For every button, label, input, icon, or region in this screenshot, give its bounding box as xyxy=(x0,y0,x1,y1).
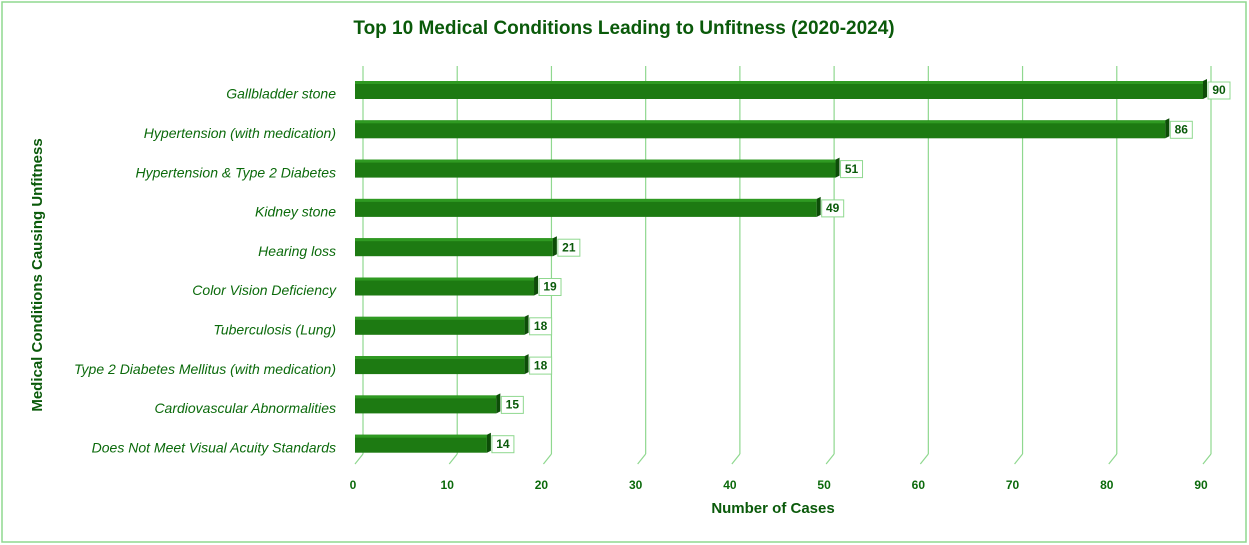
y-tick-label: Hypertension & Type 2 Diabetes xyxy=(135,164,336,180)
bar xyxy=(355,277,535,296)
value-label: 19 xyxy=(543,280,557,294)
value-label: 18 xyxy=(534,358,548,372)
x-tick-label: 30 xyxy=(629,478,643,492)
x-tick-label: 0 xyxy=(350,478,357,492)
y-tick-label: Does Not Meet Visual Acuity Standards xyxy=(92,439,336,455)
chart-title: Top 10 Medical Conditions Leading to Unf… xyxy=(353,18,894,39)
bar xyxy=(355,395,497,414)
grid-line-base xyxy=(1202,453,1212,465)
value-label-box xyxy=(840,160,864,179)
bar xyxy=(355,316,525,335)
bar-end xyxy=(835,157,840,178)
bar-end xyxy=(534,275,539,296)
value-label: 51 xyxy=(845,162,859,176)
value-label: 18 xyxy=(534,319,548,333)
x-tick-label: 90 xyxy=(1194,478,1208,492)
grid-line-base xyxy=(731,453,741,465)
bar-highlight xyxy=(355,120,1166,124)
bar-highlight xyxy=(355,238,553,242)
bar-end xyxy=(816,196,821,217)
y-tick-label: Hypertension (with medication) xyxy=(144,125,336,141)
value-label-box xyxy=(538,278,562,296)
x-tick-label: 20 xyxy=(535,478,549,492)
bar xyxy=(355,159,836,178)
bar-end xyxy=(496,393,501,414)
value-label-box xyxy=(1169,120,1193,139)
value-label-box xyxy=(500,395,524,414)
bar-highlight xyxy=(355,198,817,202)
x-tick-label: 40 xyxy=(723,478,737,492)
bar-highlight xyxy=(355,316,525,320)
x-tick-label: 80 xyxy=(1100,478,1114,492)
bar-highlight xyxy=(355,159,836,163)
bar-end xyxy=(524,354,529,375)
bar-highlight xyxy=(355,395,497,399)
y-tick-label: Color Vision Deficiency xyxy=(192,282,337,298)
y-tick-label: Tuberculosis (Lung) xyxy=(213,322,336,338)
y-tick-label: Gallbladder stone xyxy=(226,86,336,102)
x-tick-label: 60 xyxy=(912,478,926,492)
bar-end xyxy=(486,432,491,453)
grid-line-base xyxy=(542,453,552,465)
value-label-box xyxy=(557,238,581,257)
x-tick-label: 50 xyxy=(817,478,831,492)
bar xyxy=(355,81,1203,99)
grid-line-base xyxy=(919,453,929,465)
value-label: 49 xyxy=(826,201,840,215)
grid-line-base xyxy=(1108,453,1118,465)
value-label-box xyxy=(1207,81,1231,100)
bar-end xyxy=(552,236,557,257)
bar-highlight xyxy=(355,277,535,281)
y-tick-label: Hearing loss xyxy=(258,243,336,259)
value-label: 86 xyxy=(1175,122,1189,136)
grid-line-base xyxy=(448,453,458,465)
bar-end xyxy=(1165,118,1170,139)
value-label: 21 xyxy=(562,240,576,254)
value-label: 15 xyxy=(506,398,520,412)
x-tick-label: 10 xyxy=(441,478,455,492)
value-label-box xyxy=(491,435,515,454)
bar xyxy=(355,198,817,217)
y-axis-title: Medical Conditions Causing Unfitness xyxy=(29,138,46,411)
value-label-box xyxy=(821,199,845,218)
bar-highlight xyxy=(355,81,1203,84)
x-axis-title: Number of Cases xyxy=(711,500,834,517)
grid-line-base xyxy=(637,453,647,465)
y-tick-label: Cardiovascular Abnormalities xyxy=(154,400,336,416)
bar-highlight xyxy=(355,434,487,438)
bar xyxy=(355,120,1166,139)
bar xyxy=(355,434,487,453)
grid-line-base xyxy=(1014,453,1024,465)
y-tick-label: Type 2 Diabetes Mellitus (with medicatio… xyxy=(74,361,336,377)
value-label: 14 xyxy=(496,437,510,451)
bar xyxy=(355,238,553,257)
value-label: 90 xyxy=(1212,83,1226,97)
bar-highlight xyxy=(355,356,525,360)
grid-line-base xyxy=(354,453,364,465)
x-tick-label: 70 xyxy=(1006,478,1020,492)
value-label-box xyxy=(529,356,553,375)
grid-line-base xyxy=(825,453,835,465)
bar-end xyxy=(524,314,529,335)
y-tick-label: Kidney stone xyxy=(255,204,336,220)
value-label-box xyxy=(529,317,553,336)
bar-end xyxy=(1203,79,1207,99)
bar xyxy=(355,356,525,375)
